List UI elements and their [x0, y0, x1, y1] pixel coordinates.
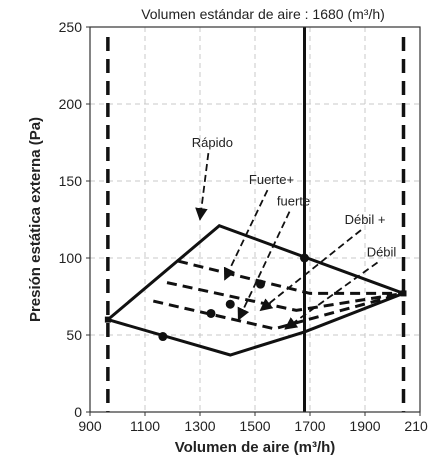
annotation-label: Rápido	[192, 135, 233, 150]
operating-envelope	[106, 223, 405, 357]
annotation-arrow	[237, 211, 291, 321]
data-point	[206, 308, 216, 318]
fan-curve-line	[177, 259, 404, 295]
x-tick-label: 1900	[349, 418, 380, 434]
envelope-upper-line	[106, 223, 405, 321]
chart-title: Volumen estándar de aire : 1680 (m³/h)	[141, 6, 385, 22]
data-point	[158, 332, 168, 342]
x-axis-title: Volumen de aire (m³/h)	[175, 439, 336, 456]
y-tick-label: 100	[59, 250, 83, 266]
envelope-end-marker	[104, 316, 111, 323]
annotation-label: Débil	[367, 244, 397, 259]
annotation-arrow	[195, 153, 210, 221]
annotation-label: Débil +	[345, 212, 386, 227]
x-tick-label: 1500	[239, 418, 270, 434]
fan-curve-line	[152, 291, 404, 331]
data-point	[225, 299, 235, 309]
x-tick-label: 1100	[130, 418, 160, 434]
annotation-arrow	[284, 261, 379, 330]
annotation-label: Fuerte+	[249, 172, 294, 187]
data-point	[256, 279, 265, 289]
y-tick-label: 250	[59, 19, 83, 35]
y-tick-label: 150	[59, 173, 83, 189]
y-axis-title: Presión estática externa (Pa)	[27, 117, 44, 322]
x-tick-label: 1300	[184, 418, 215, 434]
y-tick-label: 200	[59, 96, 83, 112]
annotation-arrow	[223, 189, 269, 281]
x-tick-label: 900	[78, 418, 102, 434]
data-point	[300, 253, 309, 263]
annotation-label: fuerte	[277, 194, 310, 209]
annotations: Rápido Fuerte+ fuerte Débil + Débil	[192, 135, 397, 330]
envelope-lower-line	[107, 292, 405, 357]
fan-curve-line	[166, 281, 404, 312]
y-tick-label: 0	[74, 404, 82, 420]
x-tick-label: 1700	[294, 418, 325, 434]
envelope-end-marker	[400, 290, 407, 297]
dashed-curves	[152, 259, 404, 331]
limit-lines	[106, 27, 406, 412]
y-tick-label: 50	[66, 327, 82, 343]
data-points	[104, 253, 407, 342]
